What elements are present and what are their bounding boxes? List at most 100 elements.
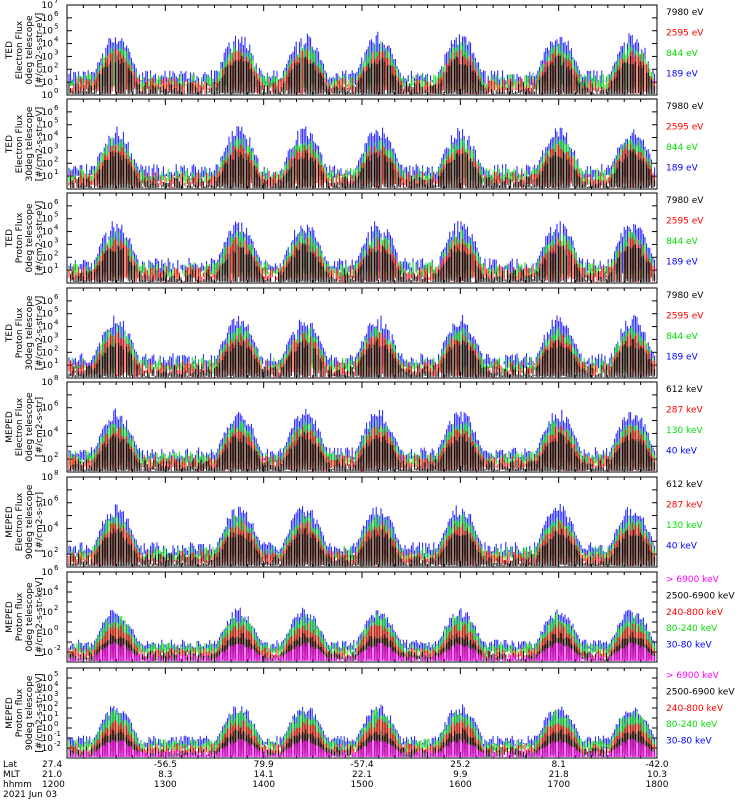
panel-6-ylabel: 90deg telescope (25, 484, 35, 559)
legend-green: 844 eV (666, 49, 699, 59)
y-tick-exponent: 1 (54, 168, 58, 176)
y-tick-label: 10 (42, 744, 54, 754)
footer-lat: -42.0 (645, 760, 669, 770)
panel-2-series-black (70, 149, 656, 188)
y-tick-exponent: 2 (54, 451, 58, 459)
y-tick-exponent: 4 (54, 680, 59, 688)
panel-7-series-magenta (68, 642, 656, 661)
panel-3-ylabel: Proton Flux (15, 212, 25, 263)
legend-blue: 40 keV (666, 447, 698, 457)
panel-3-ylabel: [#/cm2-s-str-eV] (35, 201, 45, 276)
y-tick-exponent: 1 (54, 74, 58, 82)
y-tick-exponent: 2 (54, 604, 58, 612)
y-tick-label: 10 (42, 429, 54, 439)
panel-4-ylabel: 30deg telescope (25, 295, 35, 370)
y-tick-label: 10 (42, 348, 54, 358)
y-tick-exponent: 5 (54, 23, 58, 31)
legend-black: 612 keV (666, 385, 703, 395)
y-tick-label: 10 (42, 608, 54, 618)
y-tick-label: 10 (42, 172, 54, 182)
y-tick-exponent: 5 (54, 306, 58, 314)
y-tick-label: 10 (42, 52, 54, 62)
y-tick-exponent: 6 (54, 400, 59, 408)
y-tick-exponent: 6 (54, 104, 59, 112)
panel-5-ylabel: Electron Flux (15, 397, 25, 456)
panel-7-ylabel: [#/cm2-s-str-keV] (35, 577, 45, 656)
y-tick-exponent: 6 (54, 495, 59, 503)
legend-red: 2595 eV (666, 123, 704, 133)
legend-black: 2500-6900 keV (666, 591, 735, 601)
y-tick-exponent: 1 (54, 357, 58, 365)
y-tick-exponent: 4 (54, 319, 59, 327)
footer-mlt: 8.3 (158, 770, 172, 780)
footer-lat: 27.4 (42, 760, 62, 770)
y-tick-label: 10 (42, 524, 54, 534)
panel-1-ylabel: [#/cm2-s-str-eV] (35, 13, 45, 88)
legend-red: 2595 eV (666, 29, 704, 39)
legend-red: 287 keV (666, 406, 703, 416)
legend-green: 844 eV (666, 237, 699, 247)
y-tick-label: 10 (42, 648, 54, 658)
footer-mlt: 22.1 (352, 770, 372, 780)
y-tick-exponent: 5 (54, 211, 58, 219)
y-tick-label: 10 (42, 674, 54, 684)
y-tick-label: 10 (42, 550, 54, 560)
panel-6-ylabel: [#/cm2-s-str] (35, 492, 45, 552)
y-tick-exponent: 8 (54, 469, 58, 477)
y-tick-exponent: 4 (54, 130, 59, 138)
legend-blue: 189 eV (666, 258, 699, 268)
footer-mlt: 9.9 (453, 770, 468, 780)
y-tick-label: 10 (42, 14, 54, 24)
footer-hhmm: 1800 (646, 780, 669, 790)
y-tick-exponent: 2 (54, 546, 58, 554)
footer-row-label: hhmm (3, 780, 32, 790)
panel-4-ylabel: Proton Flux (15, 307, 25, 358)
y-tick-label: 10 (42, 266, 54, 276)
legend-black: 7980 eV (666, 102, 704, 112)
y-tick-exponent: 1 (54, 262, 58, 270)
y-tick-exponent: 8 (54, 374, 58, 382)
footer-hhmm: 1200 (42, 780, 65, 790)
panel-3-ylabel: TED (5, 229, 15, 248)
panel-6-series-black (68, 528, 656, 566)
y-tick-label: 10 (42, 684, 54, 694)
y-tick-exponent: -2 (54, 740, 61, 748)
legend-blue: 40 keV (666, 542, 698, 552)
y-tick-label: 10 (42, 455, 54, 465)
panel-5-series-black (68, 431, 656, 471)
panel-1-ylabel: TED (5, 41, 15, 60)
panel-7-ylabel: Proton flux (15, 592, 25, 641)
footer-lat: -57.4 (350, 760, 374, 770)
panel-5-ylabel: 0deg telescope (25, 392, 35, 462)
footer-mlt: 21.8 (549, 770, 569, 780)
footer-lat: -56.5 (154, 760, 177, 770)
y-tick-label: 10 (42, 404, 54, 414)
footer-hhmm: 1500 (351, 780, 374, 790)
y-tick-exponent: -1 (54, 730, 61, 738)
y-tick-label: 10 (42, 694, 54, 704)
panel-4-series-black (68, 338, 656, 377)
footer-hhmm: 1700 (547, 780, 570, 790)
y-tick-label: 10 (42, 121, 54, 131)
y-tick-label: 10 (42, 108, 54, 118)
y-tick-exponent: 2 (54, 700, 58, 708)
y-tick-exponent: 4 (54, 425, 59, 433)
y-tick-exponent: -2 (54, 644, 61, 652)
y-tick-exponent: 4 (54, 224, 59, 232)
legend-red: 287 keV (666, 501, 703, 511)
y-tick-label: 10 (42, 724, 54, 734)
y-tick-label: 10 (42, 253, 54, 263)
legend-magenta: > 6900 keV (666, 671, 720, 681)
y-tick-label: 10 (42, 40, 54, 50)
footer-hhmm: 1300 (154, 780, 177, 790)
panel-7-ylabel: 0deg telescope (25, 582, 35, 652)
panel-1-series-black (68, 55, 656, 94)
y-tick-label: 10 (42, 335, 54, 345)
y-tick-label: 10 (42, 146, 54, 156)
y-tick-label: 10 (42, 628, 54, 638)
y-tick-label: 10 (42, 704, 54, 714)
panel-8-ylabel: Proton flux (15, 688, 25, 737)
y-tick-exponent: 3 (54, 142, 58, 150)
y-tick-label: 10 (42, 361, 54, 371)
legend-green: 844 eV (666, 332, 699, 342)
